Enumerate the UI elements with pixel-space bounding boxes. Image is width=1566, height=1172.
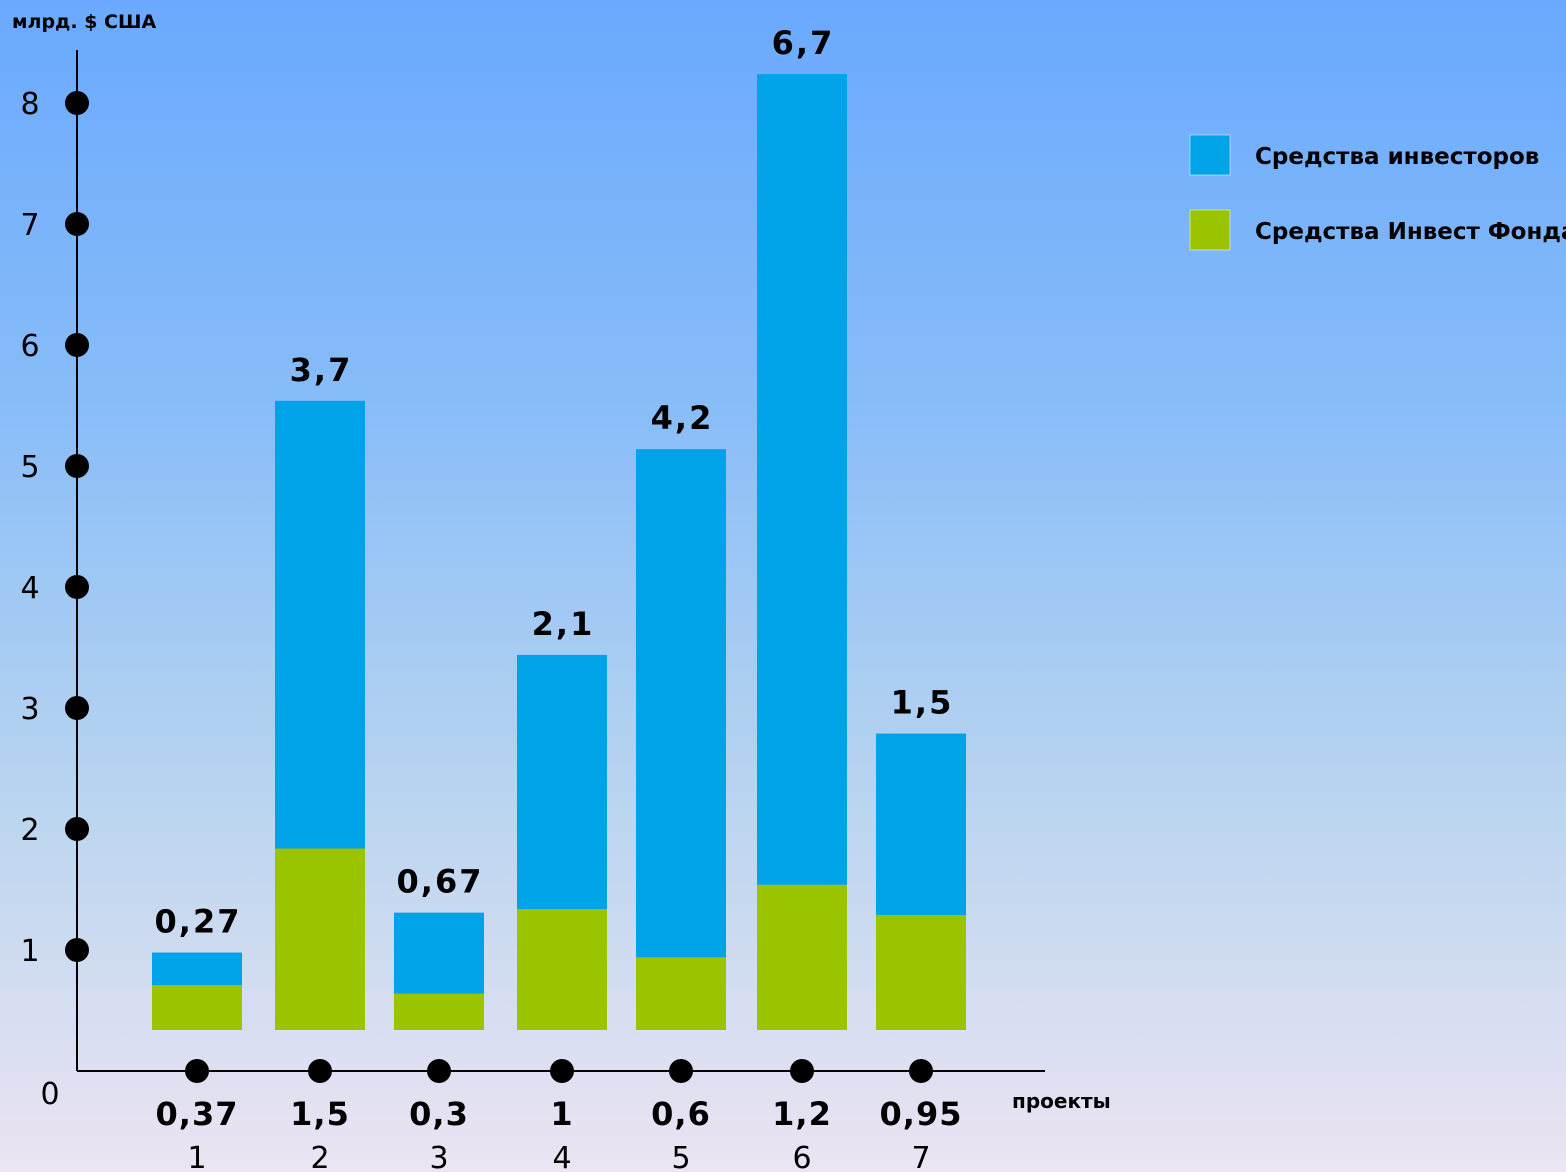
bar-segment-investors: [876, 733, 966, 916]
legend-label: Средства Инвест Фонда: [1255, 219, 1566, 245]
legend-swatch: [1189, 209, 1231, 251]
bar-segment-invest-fund: [636, 957, 726, 1030]
x-tick-dot: [550, 1059, 574, 1083]
y-axis-unit-label: млрд. $ США: [12, 11, 156, 33]
bar-segment-invest-fund: [275, 848, 365, 1030]
legend-label: Средства инвесторов: [1255, 144, 1539, 170]
x-tick-label: 3: [429, 1141, 448, 1172]
invest-fund-value-label: 1,5: [290, 1095, 350, 1133]
bar-segment-investors: [636, 449, 726, 958]
y-tick-dot: [65, 696, 89, 720]
bar-value-label: 4,2: [651, 399, 714, 437]
bar-segment-investors: [394, 912, 484, 994]
bar-value-label: 0,27: [155, 903, 242, 941]
x-tick-dot: [308, 1059, 332, 1083]
x-tick-dot: [909, 1059, 933, 1083]
invest-fund-value-label: 0,6: [651, 1095, 711, 1133]
y-tick-dot: [65, 817, 89, 841]
bar-segment-investors: [275, 400, 365, 849]
y-tick-label: 1: [20, 934, 39, 969]
invest-fund-value-label: 1,2: [772, 1095, 832, 1133]
y-tick-dot: [65, 212, 89, 236]
x-tick-dot: [790, 1059, 814, 1083]
bar-segment-invest-fund: [757, 884, 847, 1030]
y-tick-dot: [65, 454, 89, 478]
x-tick-label: 2: [310, 1141, 329, 1172]
bar-segment-investors: [517, 654, 607, 909]
bar-value-label: 6,7: [772, 24, 835, 62]
x-tick-label: 7: [911, 1141, 930, 1172]
bar-segment-investors: [757, 74, 847, 885]
bar-segment-invest-fund: [394, 993, 484, 1030]
y-tick-dot: [65, 575, 89, 599]
invest-fund-value-label: 0,3: [409, 1095, 469, 1133]
x-tick-label: 5: [671, 1141, 690, 1172]
bar-value-label: 3,7: [290, 351, 353, 389]
x-tick-label: 6: [792, 1141, 811, 1172]
y-tick-label: 8: [20, 87, 39, 122]
x-tick-dot: [185, 1059, 209, 1083]
bar-value-label: 1,5: [891, 684, 954, 722]
y-tick-dot: [65, 938, 89, 962]
y-tick-label: 6: [20, 329, 39, 364]
x-tick-label: 4: [552, 1141, 571, 1172]
y-tick-label: 4: [20, 571, 39, 606]
y-tick-label: 0: [40, 1077, 59, 1112]
invest-fund-value-label: 0,95: [880, 1095, 963, 1133]
x-ticks: 0,37 1 1,5 2 0,3 3 1 4 0,6 5 1,2 6 0,95 7: [156, 1059, 963, 1172]
bar-value-label: 2,1: [532, 605, 595, 643]
y-tick-label: 3: [20, 692, 39, 727]
legend-swatch: [1189, 134, 1231, 176]
y-tick-label: 7: [20, 208, 39, 243]
invest-fund-value-label: 1: [550, 1095, 573, 1133]
bar-segment-invest-fund: [876, 915, 966, 1030]
y-tick-dot: [65, 91, 89, 115]
y-tick-label: 2: [20, 813, 39, 848]
x-tick-dot: [669, 1059, 693, 1083]
y-tick-dot: [65, 333, 89, 357]
bar-segment-invest-fund: [152, 985, 242, 1030]
bars: 0,27 3,7 0,67 2,1 4,2 6,7 1,5: [152, 24, 966, 1030]
y-tick-label: 5: [20, 450, 39, 485]
bar-segment-investors: [152, 952, 242, 986]
x-tick-label: 1: [187, 1141, 206, 1172]
bar-segment-invest-fund: [517, 909, 607, 1030]
bar-value-label: 0,67: [397, 863, 484, 901]
x-axis-label: проекты: [1012, 1089, 1111, 1113]
x-tick-dot: [427, 1059, 451, 1083]
y-ticks: 0 1 2 3 4 5 6 7 8: [20, 87, 89, 1112]
invest-fund-value-label: 0,37: [156, 1095, 239, 1133]
legend: Средства инвесторов Средства Инвест Фонда: [1189, 134, 1566, 251]
